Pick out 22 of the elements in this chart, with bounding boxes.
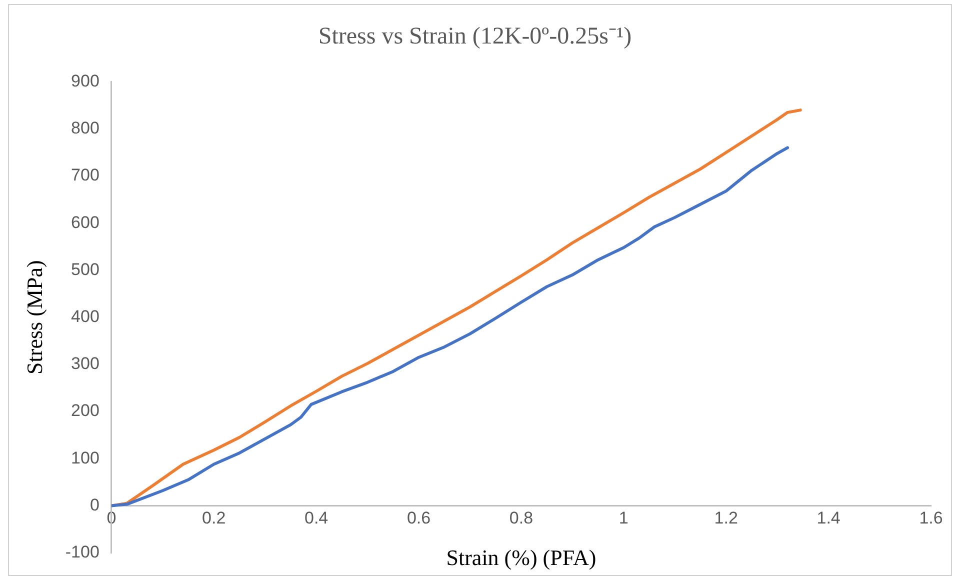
y-tick-label: 100 (71, 448, 100, 468)
x-tick-label: 0.6 (406, 508, 431, 528)
x-tick-label: 1.6 (919, 508, 943, 528)
y-tick-label: 400 (71, 306, 100, 326)
y-tick-label: 0 (90, 495, 100, 514)
y-tick-label: 300 (71, 354, 100, 374)
y-tick-label: -100 (65, 542, 100, 562)
x-tick-label: 0.8 (509, 508, 534, 528)
x-tick-label: 0.4 (304, 508, 328, 528)
x-tick-label: 0.2 (202, 508, 226, 528)
y-tick-label: 500 (71, 260, 100, 279)
y-tick-label: 600 (71, 212, 100, 232)
chart-title: Stress vs Strain (12K-0º-0.25s⁻¹) (318, 24, 632, 50)
y-tick-label: 700 (71, 166, 100, 185)
y-tick-label: 200 (71, 401, 100, 420)
y-tick-label: 900 (71, 71, 100, 90)
y-axis-title: Stress (MPa) (22, 260, 47, 374)
y-tick-label: 800 (71, 118, 100, 138)
x-axis-title: Strain (%) (PFA) (446, 545, 596, 570)
x-tick-label: 1 (618, 508, 628, 528)
x-tick-label: 1.2 (714, 508, 738, 528)
x-tick-label: 1.4 (816, 508, 840, 528)
